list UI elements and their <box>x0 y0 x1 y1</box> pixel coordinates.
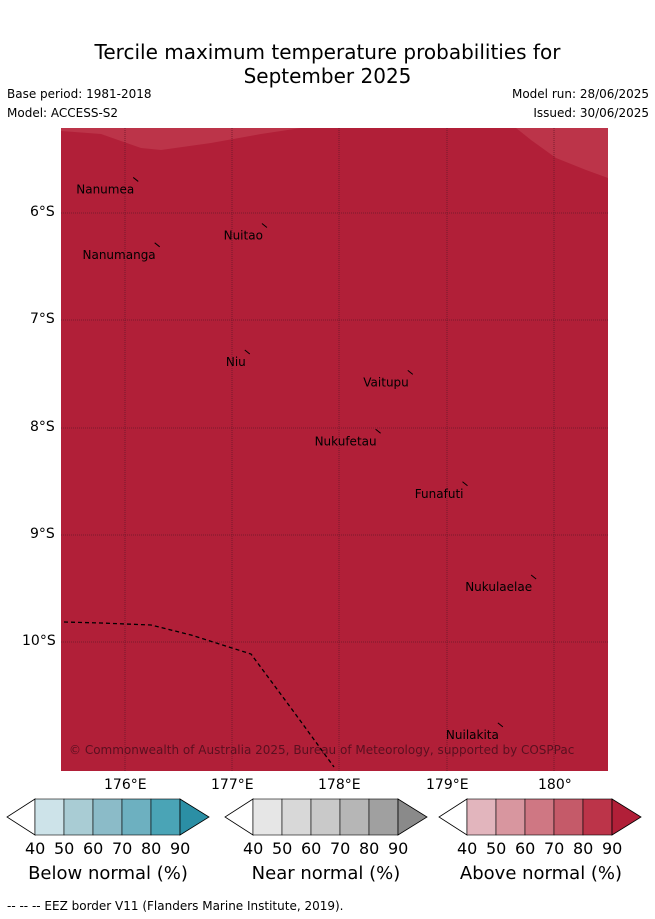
lon-tick-180: 180° <box>538 777 572 793</box>
colorbar-tick-label: 50 <box>54 839 75 858</box>
colorbar-segment <box>339 798 370 836</box>
colorbar-tick-label: 50 <box>486 839 507 858</box>
colorbar-tick-label: 50 <box>272 839 293 858</box>
colorbar-segment <box>63 798 94 836</box>
colorbar-segment <box>582 798 613 836</box>
copyright-text: © Commonwealth of Australia 2025, Bureau… <box>69 743 574 757</box>
model-name: Model: ACCESS-S2 <box>7 106 119 120</box>
base-period: Base period: 1981-2018 <box>7 87 152 101</box>
island-label: Nuitao <box>224 229 263 243</box>
eez-border <box>63 621 335 768</box>
island-label: Nanumea <box>76 182 134 196</box>
island-label: Nanumanga <box>83 248 156 262</box>
colorbar-segment <box>92 798 123 836</box>
lat-tick-8s: 8°S <box>30 419 55 435</box>
colorbar-extend-low <box>224 798 254 836</box>
colorbar-tick-label: 40 <box>243 839 264 858</box>
island-outline <box>132 177 139 182</box>
colorbar-tick-label: 60 <box>83 839 104 858</box>
lon-tick-176e: 176°E <box>104 777 147 793</box>
colorbar-tick-label: 70 <box>330 839 351 858</box>
colorbar-extend-low <box>6 798 36 836</box>
colorbar-title-near: Near normal (%) <box>251 863 401 884</box>
island-outline <box>530 574 537 580</box>
colorbar-tick-label: 90 <box>388 839 409 858</box>
colorbar-extend-high <box>179 798 210 836</box>
colorbar-above-normal <box>438 798 642 836</box>
lon-tick-177e: 177°E <box>211 777 254 793</box>
colorbar-segment <box>466 798 497 836</box>
colorbar-tick-label: 80 <box>359 839 380 858</box>
colorbar-segment <box>121 798 152 836</box>
probability-map: Nanumea Nuitao Nanumanga Niu Vaitupu Nukufeta… <box>61 128 608 771</box>
island-outline <box>375 428 381 434</box>
title-line-2: September 2025 <box>243 64 412 88</box>
island-label: Nukulaelae <box>465 580 532 594</box>
colorbar-extend-low <box>438 798 468 836</box>
colorbar-near-normal <box>224 798 428 836</box>
island-outline <box>154 242 160 248</box>
title-line-1: Tercile maximum temperature probabilitie… <box>94 40 561 64</box>
island-label: Vaitupu <box>363 375 409 389</box>
colorbar-segment <box>524 798 555 836</box>
colorbar-extend-high <box>397 798 428 836</box>
colorbar-segment <box>368 798 399 836</box>
colorbar-tick-label: 80 <box>573 839 594 858</box>
island-outline <box>244 349 251 355</box>
island-label: Nukufetau <box>315 434 377 448</box>
colorbar-tick-label: 70 <box>112 839 133 858</box>
colorbar-title-below: Below normal (%) <box>28 863 188 884</box>
colorbar-tick-label: 40 <box>25 839 46 858</box>
footer-note: -- -- -- EEZ border V11 (Flanders Marine… <box>7 899 344 913</box>
colorbar-segment <box>252 798 283 836</box>
island-outline <box>261 223 268 228</box>
colorbar-tick-label: 90 <box>170 839 191 858</box>
island-label: Funafuti <box>415 487 464 501</box>
island-outline <box>497 722 504 728</box>
colorbar-segment <box>495 798 526 836</box>
field-above-normal <box>61 128 608 771</box>
issued-date: Issued: 30/06/2025 <box>533 106 649 120</box>
lon-tick-178e: 178°E <box>318 777 361 793</box>
map-title: Tercile maximum temperature probabilitie… <box>0 40 655 88</box>
colorbar-tick-label: 70 <box>544 839 565 858</box>
island-outline <box>462 481 468 487</box>
lat-tick-7s: 7°S <box>30 311 55 327</box>
colorbar-extend-high <box>611 798 642 836</box>
lon-tick-179e: 179°E <box>426 777 469 793</box>
colorbar-tick-label: 60 <box>515 839 536 858</box>
island-outline <box>407 369 414 375</box>
island-label: Nuilakita <box>446 728 499 742</box>
islands-layer: Nanumea Nuitao Nanumanga Niu Vaitupu Nukufeta… <box>76 177 537 742</box>
colorbar-tick-label: 80 <box>141 839 162 858</box>
lat-tick-6s: 6°S <box>30 204 55 220</box>
colorbar-segment <box>310 798 341 836</box>
colorbar-segment <box>150 798 181 836</box>
colorbar-tick-label: 90 <box>602 839 623 858</box>
colorbar-segment <box>281 798 312 836</box>
field-lighter-band-right <box>451 128 608 178</box>
colorbar-tick-label: 40 <box>457 839 478 858</box>
colorbar-segment <box>553 798 584 836</box>
colorbar-title-above: Above normal (%) <box>459 863 623 884</box>
colorbar-tick-label: 60 <box>301 839 322 858</box>
model-run: Model run: 28/06/2025 <box>511 87 649 101</box>
lat-tick-10s: 10°S <box>22 633 56 649</box>
island-label: Niu <box>226 355 246 369</box>
colorbar-segment <box>34 798 65 836</box>
lat-tick-9s: 9°S <box>30 526 55 542</box>
field-lighter-band-left <box>61 128 301 150</box>
colorbar-below-normal <box>6 798 210 836</box>
